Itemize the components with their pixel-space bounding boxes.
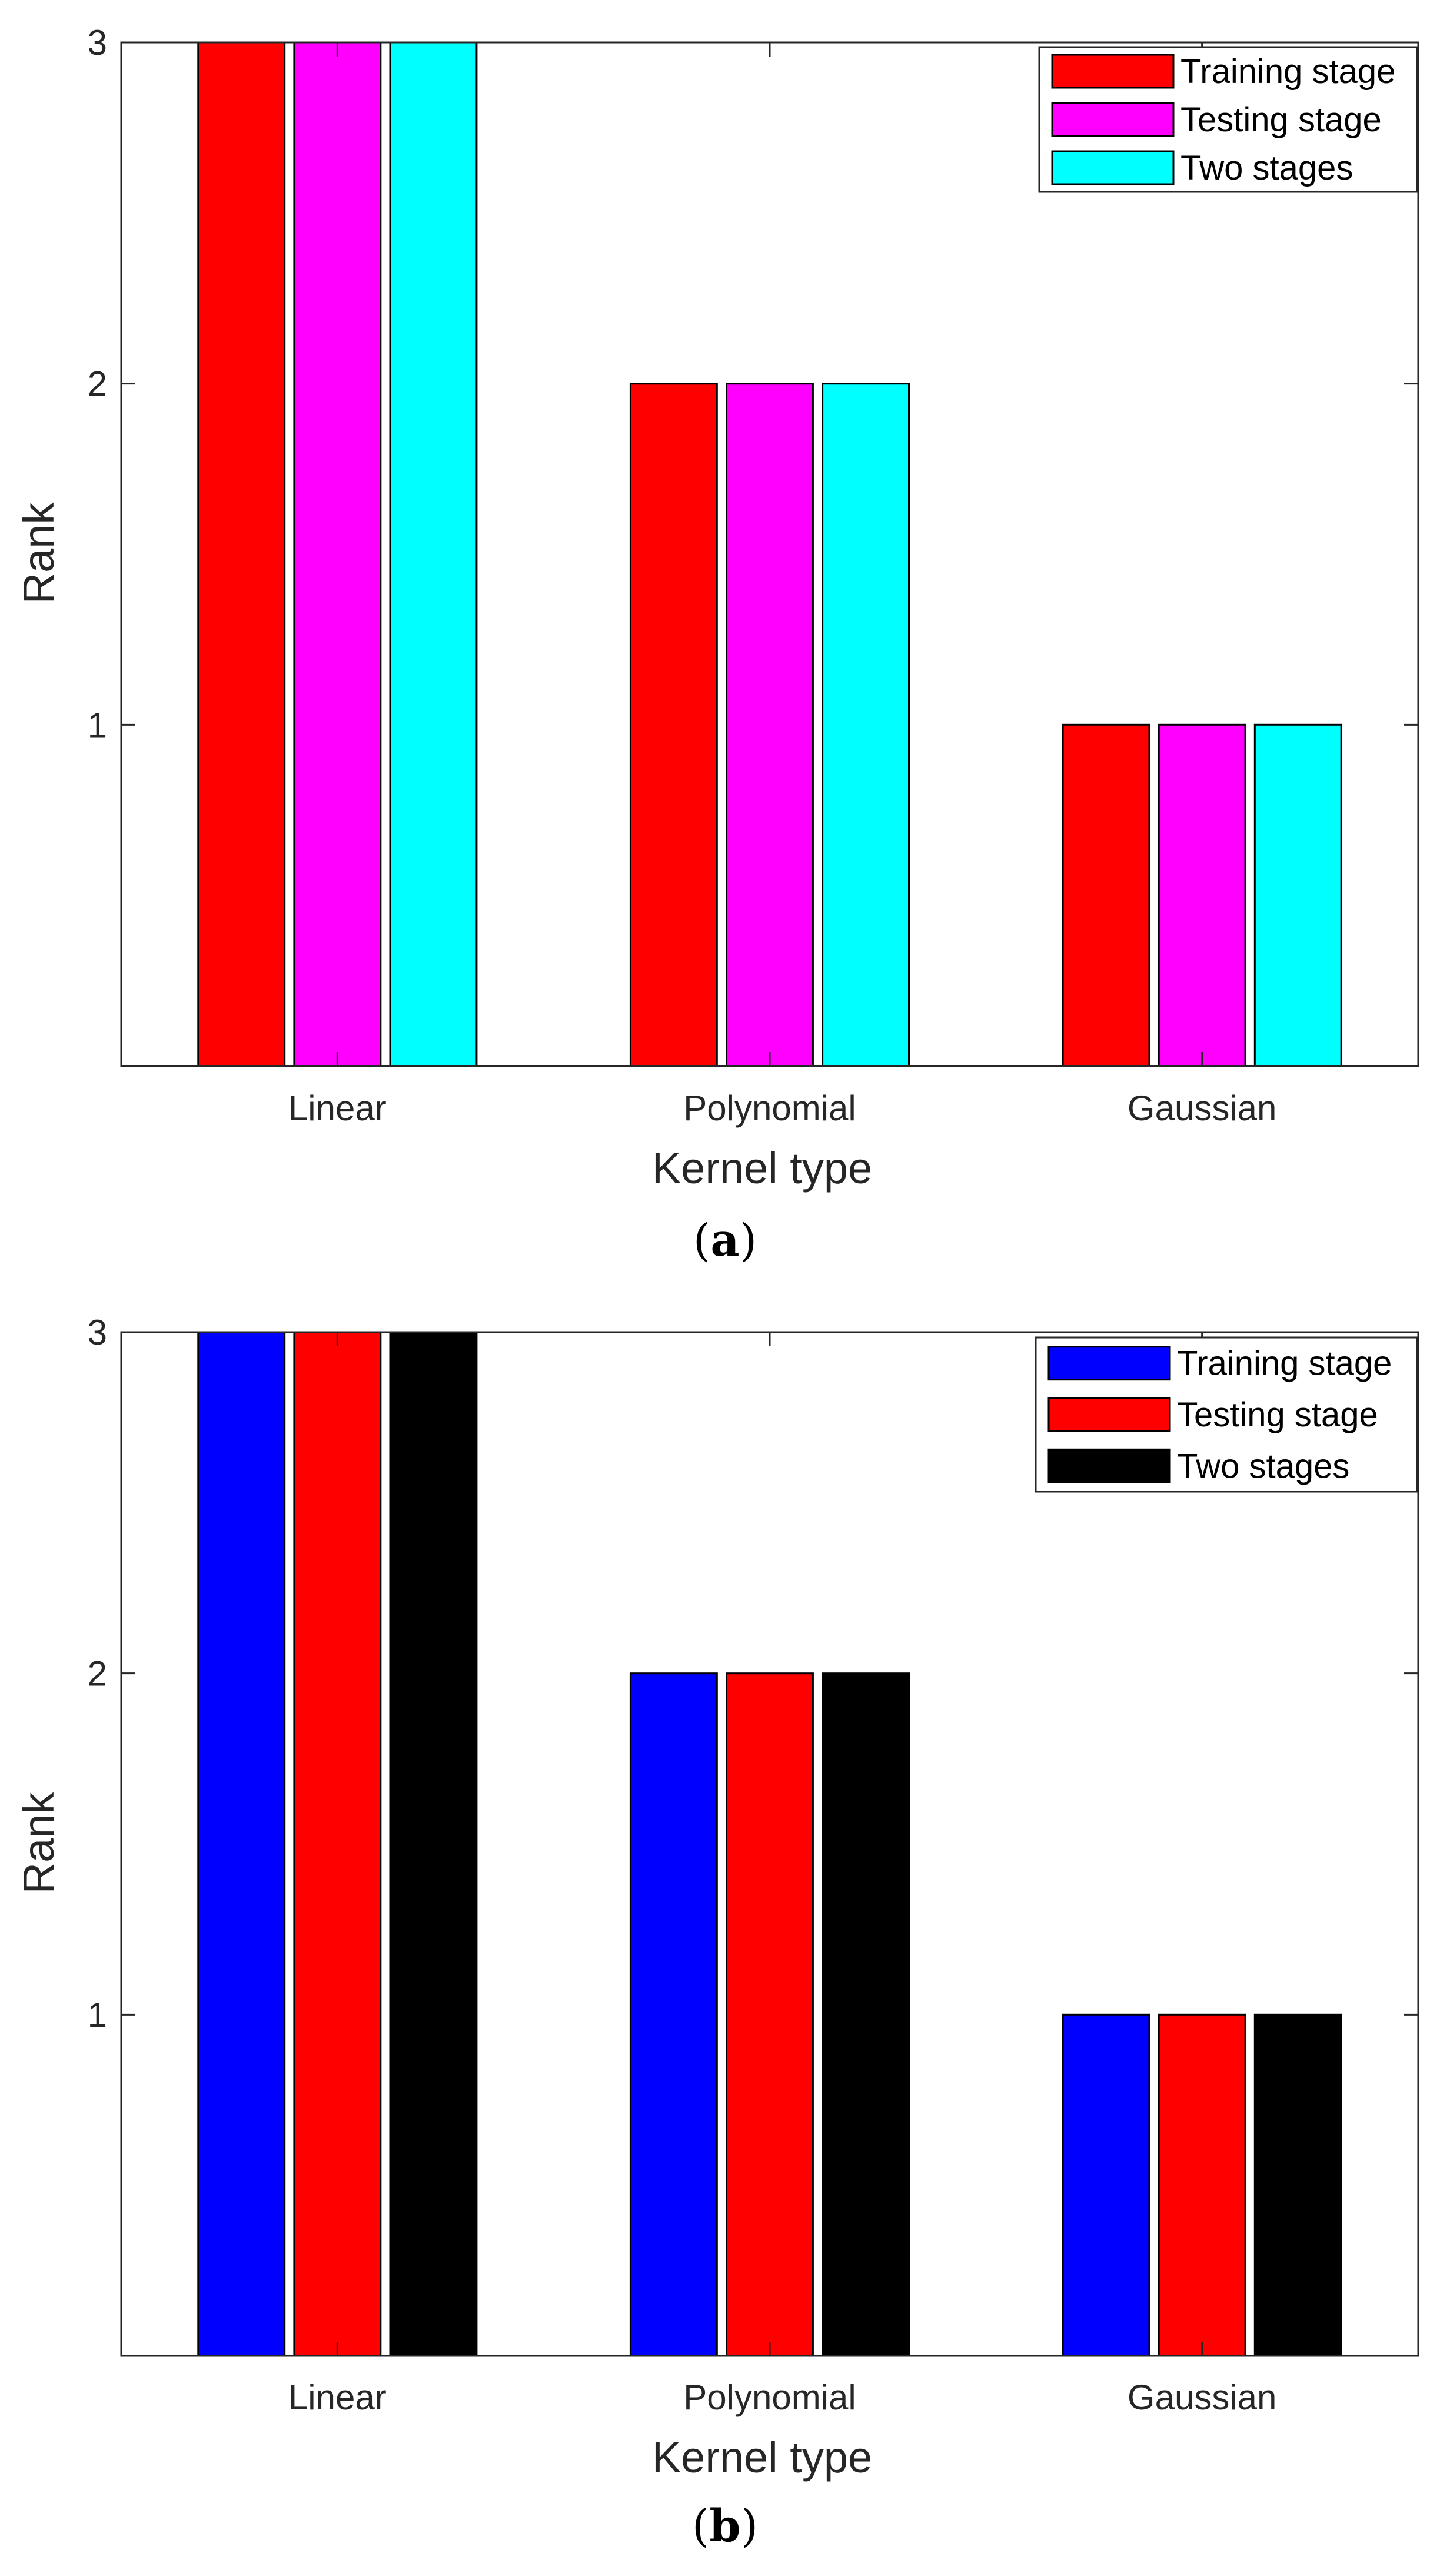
legend-swatch (1051, 150, 1175, 185)
legend-label: Testing stage (1180, 101, 1382, 139)
x-tick-label: Linear (288, 1088, 387, 1128)
bar (629, 1672, 718, 2357)
bars-layer (197, 1331, 1342, 2357)
legend-label: Training stage (1177, 1345, 1392, 1383)
legend-label: Testing stage (1177, 1396, 1378, 1434)
bar (1062, 2013, 1150, 2357)
y-tick-label: 3 (88, 1313, 107, 1352)
ticks-layer: 1 2 3 Linear Polynomial Gaussian (88, 1313, 1418, 2417)
legend-swatch (1051, 54, 1175, 89)
y-tick-label: 2 (88, 364, 107, 404)
bar (822, 1672, 910, 2357)
bar (629, 383, 718, 1067)
x-axis-label: Kernel type (652, 2433, 872, 2482)
panel-caption-letter: a (710, 1214, 739, 1266)
x-tick-label: Polynomial (683, 1088, 856, 1128)
ticks-layer: 1 2 3 Linear Polynomial Gaussian (88, 23, 1418, 1128)
legend-swatch (1047, 1346, 1171, 1381)
bar (1158, 2013, 1246, 2357)
legend-swatch (1047, 1397, 1171, 1432)
panel-caption: (a) (693, 1214, 757, 1266)
bar (293, 41, 382, 1067)
y-axis-label: Rank (14, 1792, 63, 1894)
y-axis-label: Rank (14, 502, 63, 605)
y-tick-label: 2 (88, 1654, 107, 1694)
x-tick-label: Linear (288, 2378, 387, 2417)
bar (1253, 2013, 1342, 2357)
x-tick-label: Gaussian (1128, 1088, 1276, 1128)
bar (197, 1331, 286, 2357)
legend-swatch (1047, 1448, 1171, 1483)
bar (1158, 723, 1246, 1067)
legend: Training stage Testing stage Two stages (1035, 1336, 1418, 1493)
panel-caption: (b) (692, 2499, 758, 2552)
x-tick-label: Polynomial (683, 2378, 856, 2417)
bar (389, 41, 478, 1067)
bar (1253, 723, 1342, 1067)
bar (726, 1672, 814, 2357)
bar (197, 41, 286, 1067)
legend: Training stage Testing stage Two stages (1038, 46, 1418, 193)
legend-label: Two stages (1177, 1447, 1349, 1485)
bar (1062, 723, 1150, 1067)
bar (389, 1331, 478, 2357)
bars-layer (197, 41, 1342, 1067)
y-tick-label: 1 (88, 705, 107, 745)
x-tick-label: Gaussian (1128, 2378, 1276, 2417)
bar (726, 383, 814, 1067)
y-tick-label: 1 (88, 1995, 107, 2034)
legend-label: Two stages (1180, 149, 1353, 187)
legend-swatch (1051, 102, 1175, 137)
legend-label: Training stage (1180, 52, 1395, 91)
x-axis-label: Kernel type (652, 1144, 872, 1193)
panel-caption-letter: b (709, 2499, 740, 2552)
bar (822, 383, 910, 1067)
bar (293, 1331, 382, 2357)
y-tick-label: 3 (88, 23, 107, 62)
